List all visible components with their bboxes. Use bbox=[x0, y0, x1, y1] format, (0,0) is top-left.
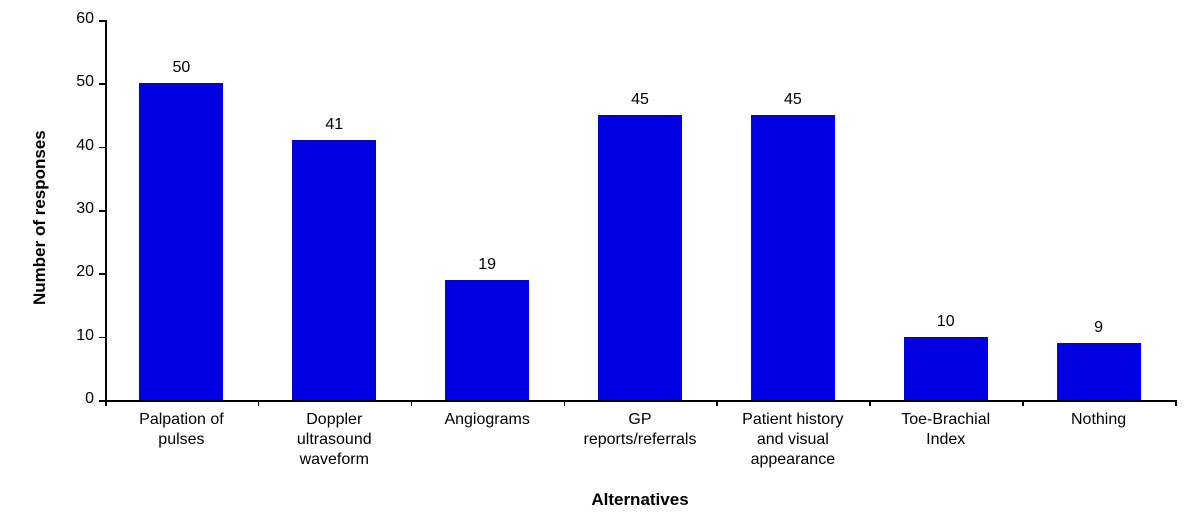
y-tick-label: 0 bbox=[54, 390, 94, 408]
x-tick bbox=[716, 400, 718, 406]
responses-bar-chart: 0 10 20 30 40 50 60 Number of responses 50 Palpat… bbox=[0, 0, 1200, 529]
category-label: Angiograms bbox=[411, 410, 564, 430]
category-label: GPreports/referrals bbox=[564, 410, 717, 450]
y-axis-line bbox=[105, 20, 107, 400]
bar bbox=[751, 115, 835, 400]
y-tick-label: 20 bbox=[54, 263, 94, 281]
x-tick bbox=[869, 400, 871, 406]
bar-value-label: 41 bbox=[304, 116, 364, 134]
x-tick bbox=[1022, 400, 1024, 406]
bar bbox=[598, 115, 682, 400]
bar-value-label: 45 bbox=[763, 91, 823, 109]
y-tick bbox=[99, 83, 105, 85]
bar bbox=[1057, 343, 1141, 400]
y-tick bbox=[99, 210, 105, 212]
y-tick-label: 40 bbox=[54, 137, 94, 155]
y-tick bbox=[99, 337, 105, 339]
x-axis-line bbox=[105, 400, 1175, 402]
x-tick bbox=[258, 400, 260, 406]
bar-value-label: 50 bbox=[151, 59, 211, 77]
y-tick-label: 60 bbox=[54, 10, 94, 28]
y-axis-title: Number of responses bbox=[30, 130, 50, 305]
category-label: Patient historyand visualappearance bbox=[716, 410, 869, 470]
x-tick bbox=[1175, 400, 1177, 406]
category-label: Palpation ofpulses bbox=[105, 410, 258, 450]
x-tick bbox=[105, 400, 107, 406]
bar-value-label: 19 bbox=[457, 256, 517, 274]
bar-value-label: 45 bbox=[610, 91, 670, 109]
y-tick bbox=[99, 273, 105, 275]
category-label: Toe-BrachialIndex bbox=[869, 410, 1022, 450]
bar-value-label: 10 bbox=[916, 313, 976, 331]
bar bbox=[904, 337, 988, 400]
category-label: Dopplerultrasoundwaveform bbox=[258, 410, 411, 470]
x-axis-title: Alternatives bbox=[105, 490, 1175, 510]
y-tick-label: 30 bbox=[54, 200, 94, 218]
category-label: Nothing bbox=[1022, 410, 1175, 430]
x-tick bbox=[564, 400, 566, 406]
bar bbox=[445, 280, 529, 400]
y-tick-label: 50 bbox=[54, 73, 94, 91]
bar-value-label: 9 bbox=[1069, 319, 1129, 337]
x-tick bbox=[411, 400, 413, 406]
bar bbox=[139, 83, 223, 400]
y-tick bbox=[99, 20, 105, 22]
y-tick-label: 10 bbox=[54, 327, 94, 345]
y-tick bbox=[99, 147, 105, 149]
bar bbox=[292, 140, 376, 400]
